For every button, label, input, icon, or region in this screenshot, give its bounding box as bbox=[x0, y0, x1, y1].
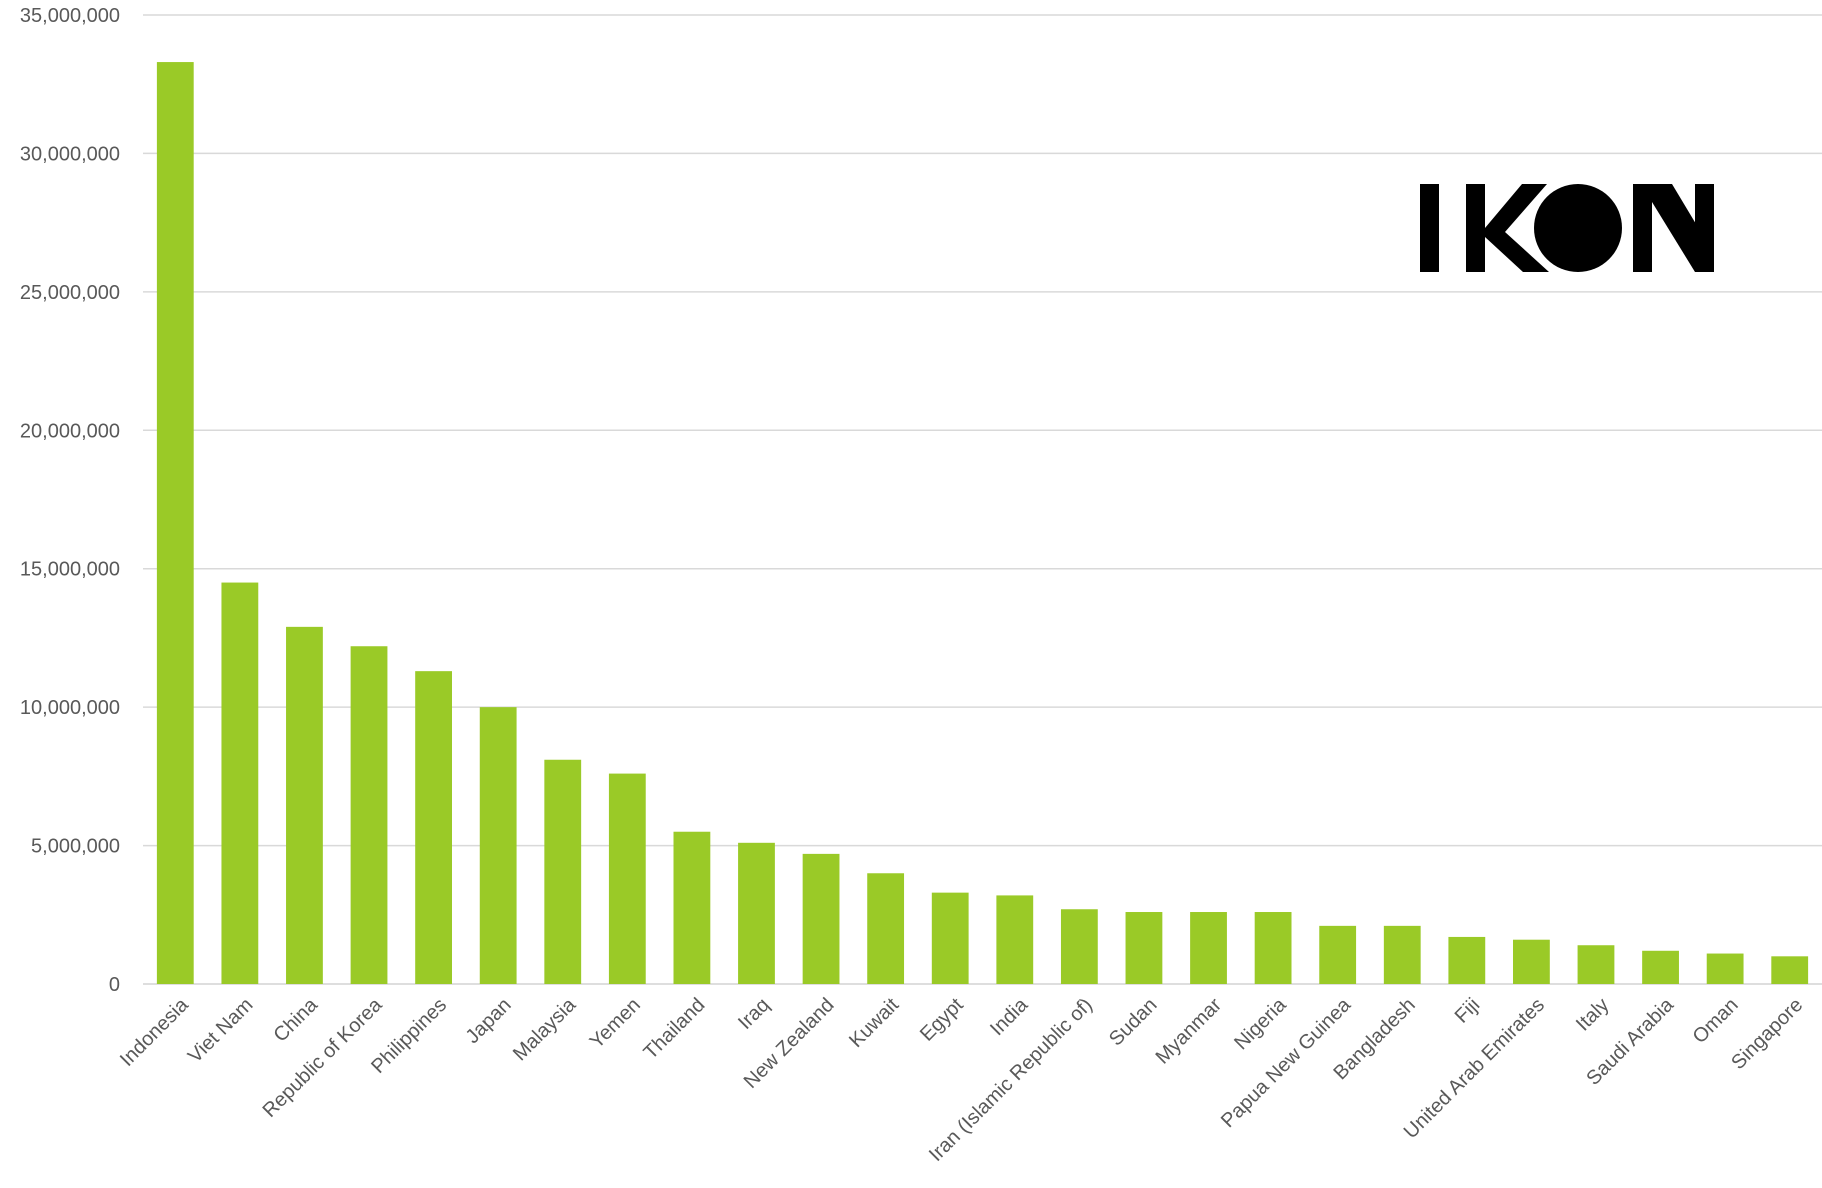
bar-fiji bbox=[1448, 936, 1486, 984]
x-category-label: Iraq bbox=[734, 994, 774, 1034]
bar-viet-nam bbox=[221, 582, 259, 984]
x-category-label: Sudan bbox=[1105, 994, 1161, 1050]
x-category-label: Yemen bbox=[586, 994, 645, 1053]
bar-united-arab-emirates bbox=[1512, 939, 1550, 984]
x-category-label: China bbox=[269, 993, 322, 1046]
bar-malaysia bbox=[544, 759, 582, 984]
y-tick-label: 35,000,000 bbox=[20, 5, 120, 27]
bars bbox=[156, 62, 1809, 984]
bar-papua-new-guinea bbox=[1319, 925, 1357, 984]
x-category-label: Viet Nam bbox=[184, 994, 257, 1067]
bar-iran-islamic-republic-of bbox=[1060, 909, 1098, 984]
bar-oman bbox=[1706, 953, 1744, 984]
x-category-label: Japan bbox=[462, 994, 516, 1048]
x-category-label: Italy bbox=[1572, 994, 1613, 1035]
x-category-label: Nigeria bbox=[1230, 993, 1291, 1054]
y-tick-label: 10,000,000 bbox=[20, 697, 120, 719]
x-category-label: Thailand bbox=[640, 994, 710, 1064]
x-category-label: Indonesia bbox=[116, 993, 194, 1071]
bar-iraq bbox=[738, 842, 775, 984]
bar-kuwait bbox=[867, 873, 905, 984]
bar-italy bbox=[1577, 945, 1615, 984]
x-category-label: Singapore bbox=[1727, 994, 1807, 1074]
x-category-label: Fiji bbox=[1451, 994, 1485, 1028]
x-category-label: Egypt bbox=[916, 994, 968, 1046]
bar-thailand bbox=[673, 831, 711, 984]
x-category-label: Malaysia bbox=[509, 993, 581, 1065]
bar-egypt bbox=[931, 892, 969, 984]
bar-singapore bbox=[1771, 956, 1809, 984]
x-category-label: India bbox=[986, 993, 1033, 1040]
bar-philippines bbox=[415, 671, 453, 984]
y-tick-label: 15,000,000 bbox=[20, 559, 120, 581]
bar-china bbox=[286, 626, 323, 984]
bar-yemen bbox=[608, 773, 646, 984]
bar-india bbox=[996, 895, 1034, 984]
y-axis-tick-labels: 0 5,000,000 10,000,000 15,000,000 20,000,000… bbox=[20, 5, 120, 996]
y-tick-label: 25,000,000 bbox=[20, 282, 120, 304]
x-category-label: Oman bbox=[1689, 994, 1743, 1048]
y-tick-label: 20,000,000 bbox=[20, 420, 120, 442]
bar-bangladesh bbox=[1383, 925, 1421, 984]
bar-japan bbox=[479, 707, 517, 984]
x-category-label: Republic of Korea bbox=[259, 993, 388, 1122]
bar-myanmar bbox=[1190, 912, 1227, 984]
bar-republic-of-korea bbox=[350, 646, 388, 984]
bar-indonesia bbox=[156, 62, 194, 984]
y-tick-label: 30,000,000 bbox=[20, 143, 120, 165]
y-tick-label: 5,000,000 bbox=[31, 836, 120, 858]
gridlines bbox=[143, 14, 1822, 985]
y-tick-label: 0 bbox=[109, 974, 120, 996]
x-category-label: Kuwait bbox=[845, 994, 903, 1052]
bar-nigeria bbox=[1254, 912, 1292, 984]
bar-new-zealand bbox=[802, 853, 840, 984]
ikon-logo bbox=[1420, 184, 1714, 272]
x-category-label: Myanmar bbox=[1152, 994, 1227, 1069]
bar-sudan bbox=[1125, 912, 1163, 984]
bar-saudi-arabia bbox=[1642, 950, 1679, 984]
